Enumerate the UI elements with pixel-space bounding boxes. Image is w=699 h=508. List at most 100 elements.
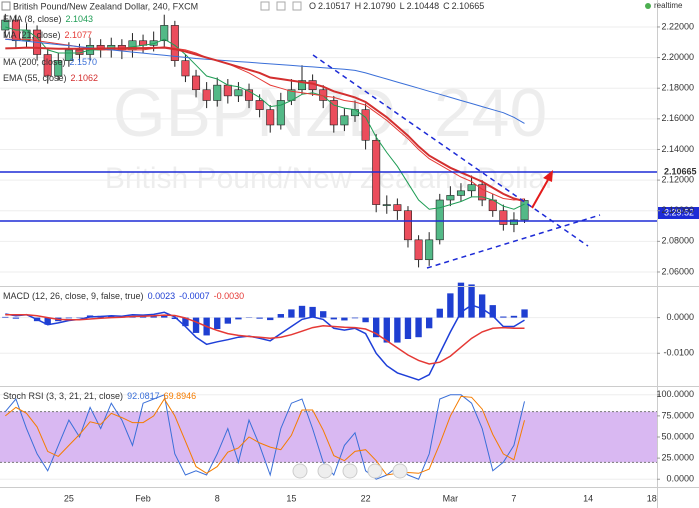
collapse-icon[interactable] <box>1 1 11 11</box>
histogram-bar <box>510 315 518 318</box>
histogram-bar <box>224 317 232 324</box>
ohlc-label: H <box>355 1 362 11</box>
candle-body <box>202 89 211 101</box>
toolbar-button[interactable] <box>392 463 408 479</box>
legend-value: 2.1570 <box>70 57 98 67</box>
candle-body <box>382 204 391 206</box>
histogram-bar <box>12 317 20 319</box>
histogram-bar <box>404 317 412 339</box>
ma-line <box>5 26 525 210</box>
candle-body <box>192 75 201 91</box>
candle-body <box>64 49 73 61</box>
candle-body <box>456 190 465 196</box>
candle-body <box>329 100 338 126</box>
legend-value: -0.0030 <box>214 291 245 301</box>
y-tick-label: 2.12000 <box>661 174 694 184</box>
x-tick-label: Feb <box>135 493 151 503</box>
plot <box>0 13 657 480</box>
legend-value: 69.8946 <box>164 391 197 401</box>
countdown: 3:29:52 <box>664 207 694 217</box>
histogram-bar <box>288 309 295 318</box>
candle-body <box>425 239 434 261</box>
histogram-bar <box>309 306 316 318</box>
ohlc-label: O <box>309 1 316 11</box>
candle-body <box>414 239 423 261</box>
legend-value: 2.1043 <box>66 14 94 24</box>
icon[interactable] <box>260 1 270 11</box>
toolbar-button[interactable] <box>342 463 358 479</box>
histogram-bar <box>351 317 359 319</box>
y-tick-label: 2.20000 <box>661 52 694 62</box>
candle-body <box>149 40 158 46</box>
status: realtime <box>654 1 683 10</box>
legend: MACD (12, 26, close, 9, false, true) 0.00… <box>3 291 244 301</box>
candle-body <box>181 60 190 77</box>
ohlc: O 2.10517 H 2.10790 L 2.10448 C 2.10665 <box>309 1 484 11</box>
histogram-bar <box>373 317 380 338</box>
histogram-bar <box>341 317 348 321</box>
toolbar-button[interactable] <box>292 463 308 479</box>
stoch-line <box>4 395 525 476</box>
symbol-title: British Pound/New Zealand Dollar, 240, F… <box>13 1 198 11</box>
x-tick-label: 22 <box>361 493 371 503</box>
ma-line <box>5 46 525 203</box>
histogram-bar <box>65 317 73 319</box>
candle-body <box>276 100 285 126</box>
y-tick-label: 75.0000 <box>661 410 694 420</box>
histogram-bar <box>235 317 242 320</box>
toolbar-button[interactable] <box>317 463 333 479</box>
candle-body <box>499 210 508 225</box>
histogram-bar <box>500 316 507 318</box>
candle-body <box>43 54 52 77</box>
watermark-name: British Pound/New Zealand Dollar <box>105 162 555 195</box>
icon[interactable] <box>292 1 302 11</box>
icon[interactable] <box>276 1 286 11</box>
candle-body <box>245 89 254 101</box>
x-tick-label: 7 <box>511 493 516 503</box>
histogram-bar <box>521 309 528 318</box>
trend-line <box>312 54 589 247</box>
ohlc-value: 2.10790 <box>363 1 396 11</box>
histogram-bar <box>108 315 115 318</box>
status-dot <box>645 3 651 9</box>
toolbar-button[interactable] <box>367 463 383 479</box>
histogram-bar <box>415 317 422 338</box>
legend: EMA (8, close) 2.1043 <box>3 14 93 24</box>
legend: EMA (55, close) 2.1062 <box>3 73 98 83</box>
y-tick-label: 100.0000 <box>656 389 694 399</box>
candle-body <box>435 199 444 241</box>
y-tick-label: 2.08000 <box>661 236 694 246</box>
candle-body <box>509 219 518 225</box>
legend-name: MA (200, close) <box>3 57 66 67</box>
legend: MA (200, close) 2.1570 <box>3 57 97 67</box>
y-tick-label: 2.14000 <box>661 144 694 154</box>
histogram-bar <box>277 314 284 318</box>
legend-value: -0.0007 <box>179 291 210 301</box>
countdown-box <box>658 207 699 219</box>
x-tick-label: 18 <box>647 493 657 503</box>
histogram-bar <box>436 308 443 318</box>
histogram-bar <box>139 316 147 318</box>
legend-name: EMA (8, close) <box>3 14 62 24</box>
candle-body <box>1 19 10 31</box>
candle-body <box>340 115 349 126</box>
legend-name: MA (21, close) <box>3 30 61 40</box>
histogram-bar <box>256 317 263 319</box>
histogram-bar <box>383 317 390 343</box>
ohlc-label: L <box>400 1 405 11</box>
histogram-bar <box>362 317 369 323</box>
histogram-bar <box>192 317 200 333</box>
histogram-bar <box>320 311 327 318</box>
band <box>0 411 657 463</box>
candle-body <box>213 84 222 101</box>
histogram-bar <box>468 284 475 318</box>
trend-line <box>426 214 601 269</box>
x-tick-label: 25 <box>64 493 74 503</box>
candle-body <box>467 184 476 192</box>
y-tick-label: 2.06000 <box>661 266 694 276</box>
histogram-bar <box>457 282 465 318</box>
legend-title: MACD (12, 26, close, 9, false, true) <box>3 291 144 301</box>
toolbar <box>292 463 408 479</box>
arrow <box>531 177 550 209</box>
